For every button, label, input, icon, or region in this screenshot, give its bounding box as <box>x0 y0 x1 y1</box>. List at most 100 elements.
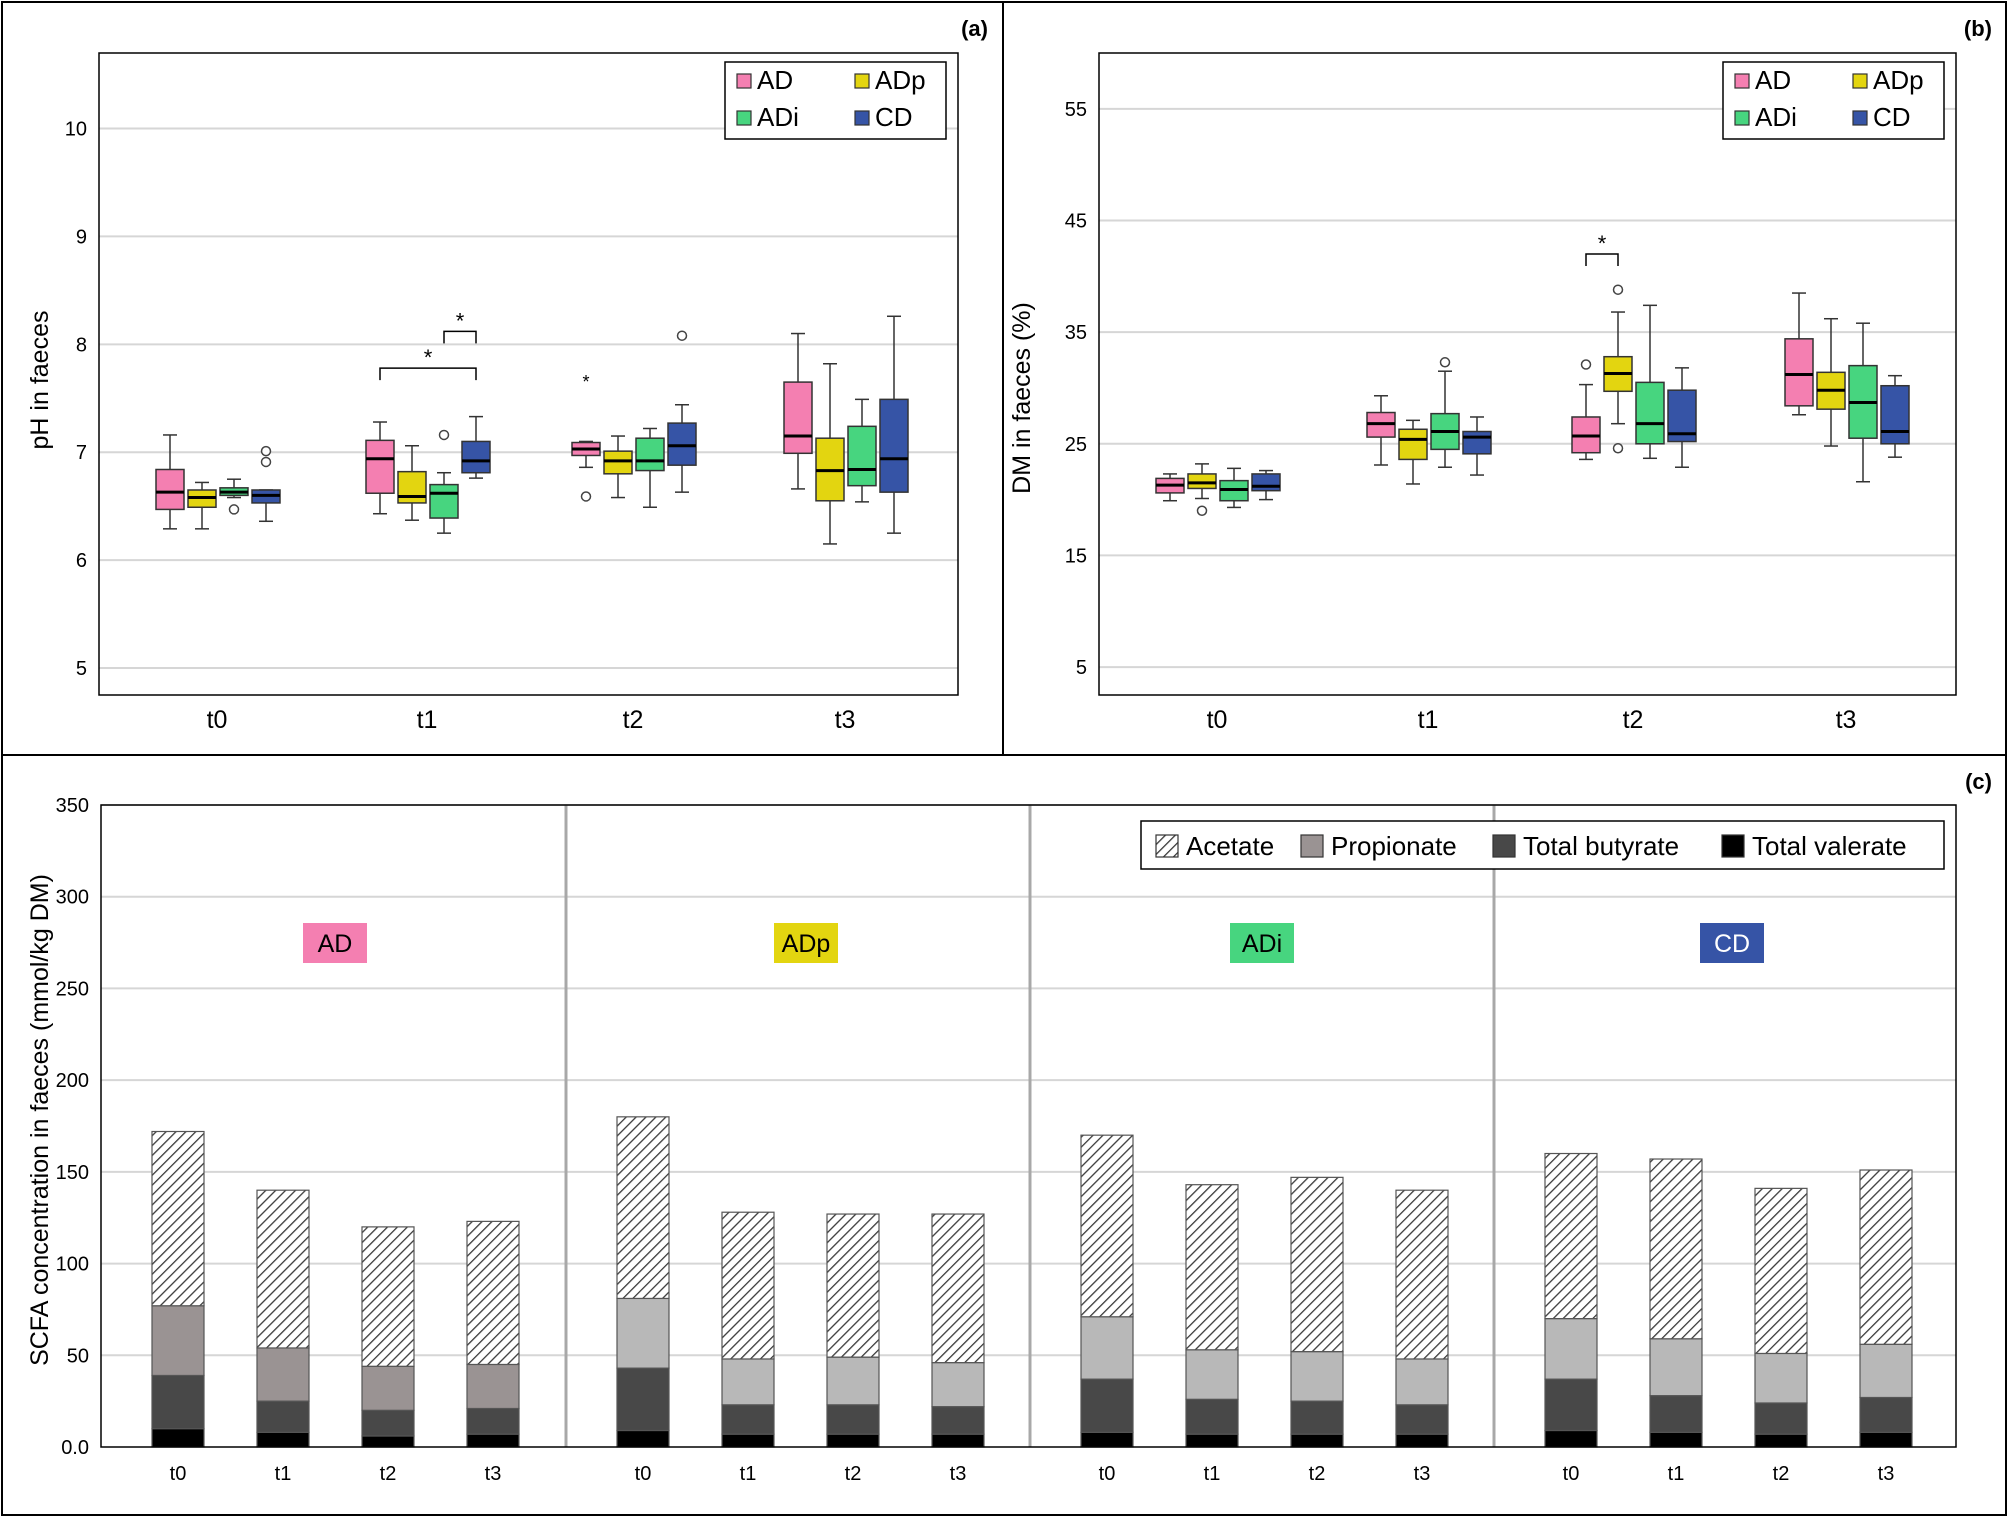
bar-segment-propionate <box>1544 1317 1598 1380</box>
bar-segment-propionate <box>931 1362 985 1408</box>
bar-segment-propionate <box>1185 1349 1239 1400</box>
outlier-point <box>260 456 272 468</box>
panel-b-boxes <box>1155 284 1910 517</box>
a-box-cd-t2 <box>667 330 697 493</box>
a-box-adi-t0 <box>219 478 249 515</box>
b-y-tick-label: 25 <box>1065 434 1087 456</box>
bar-segment-propionate <box>1290 1351 1344 1402</box>
bar-segment-acetate <box>1544 1152 1598 1320</box>
panel-a-legend: AD ADp ADi CD <box>724 61 947 140</box>
c-bar-adi-t1 <box>1185 1184 1239 1448</box>
panel-c-y-axis-title: SCFA concentration in faeces (mmol/kg DM… <box>26 874 54 1366</box>
b-legend-label-adi: ADi <box>1755 102 1797 132</box>
outlier-point <box>1196 505 1208 517</box>
c-legend-box <box>1140 820 1945 870</box>
c-group-label-cd: CD <box>1714 930 1750 958</box>
panel-a-x-ticks: t0 t1 t2 t3 <box>207 706 856 734</box>
b-box-adi-t3 <box>1848 322 1878 483</box>
b-x-tick-label: t2 <box>1623 706 1644 734</box>
bar-segment-total-valerate <box>466 1433 520 1448</box>
bar-segment-total-valerate <box>1754 1433 1808 1448</box>
c-x-tick-label: t1 <box>740 1463 757 1485</box>
c-group-label-adi: ADi <box>1242 930 1282 958</box>
bar-segment-propionate <box>616 1297 670 1369</box>
box-iqr <box>365 439 395 494</box>
bar-segment-acetate <box>361 1226 415 1367</box>
a-y-tick-label: 7 <box>76 442 87 464</box>
b-y-tick-label: 15 <box>1065 545 1087 567</box>
c-y-tick-label: 250 <box>56 978 89 1000</box>
c-x-tick-label: t0 <box>1099 1463 1116 1485</box>
c-legend-swatch-propionate <box>1300 834 1324 858</box>
b-y-tick-label: 45 <box>1065 210 1087 232</box>
bar-segment-propionate <box>721 1358 775 1406</box>
bar-segment-total-butyrate <box>1859 1396 1913 1433</box>
bar-segment-propionate <box>361 1365 415 1411</box>
c-bar-ad-t3 <box>466 1220 520 1448</box>
b-box-adi-t1 <box>1430 357 1460 468</box>
c-legend-label-propionate: Propionate <box>1331 831 1457 861</box>
panel-b-plot-frame <box>1098 52 1957 696</box>
panel-c-scfa-stacked-bars: (c) 0.0 50 100 150 200 250 300 350 AD ADp ADi CD t… <box>26 769 1992 1485</box>
a-box-cd-t0 <box>251 445 281 523</box>
a-legend-label-ad: AD <box>757 65 793 95</box>
bar-segment-total-valerate <box>361 1435 415 1448</box>
outlier-point <box>580 491 592 502</box>
bar-segment-acetate <box>616 1116 670 1300</box>
outlier-point <box>1612 284 1624 295</box>
a-y-tick-label: 5 <box>76 658 87 680</box>
c-x-tick-label: t3 <box>1414 1463 1431 1485</box>
bar-segment-total-butyrate <box>361 1409 415 1437</box>
outlier-point <box>228 504 240 515</box>
c-bar-cd-t0 <box>1544 1152 1598 1448</box>
b-y-tick-label: 55 <box>1065 99 1087 121</box>
b-x-tick-label: t3 <box>1836 706 1857 734</box>
c-legend-swatch-total-valerate <box>1721 834 1745 858</box>
box-iqr <box>1880 384 1910 445</box>
c-bar-ad-t1 <box>256 1189 310 1448</box>
panel-a-label: (a) <box>961 16 988 41</box>
bar-segment-total-butyrate <box>466 1407 520 1435</box>
c-y-tick-label: 50 <box>67 1345 89 1367</box>
significance-star: * <box>424 345 433 370</box>
b-y-tick-label: 35 <box>1065 322 1087 344</box>
bar-segment-acetate <box>931 1213 985 1364</box>
bar-segment-total-valerate <box>1544 1429 1598 1448</box>
c-x-tick-label: t2 <box>380 1463 397 1485</box>
c-bar-ad-t0 <box>151 1130 205 1448</box>
bar-segment-total-butyrate <box>1649 1395 1703 1433</box>
a-legend-swatch-ad <box>736 73 752 89</box>
panel-c-label: (c) <box>1965 769 1992 794</box>
c-legend-label-total-butyrate: Total butyrate <box>1523 831 1679 861</box>
b-box-adp-t0 <box>1187 463 1217 517</box>
a-box-adi-t2 <box>635 427 665 509</box>
b-legend-swatch-cd <box>1852 110 1868 126</box>
c-group-label-bg-cd <box>1700 923 1764 963</box>
panel-c-y-ticks: 0.0 50 100 150 200 250 300 350 <box>56 795 89 1459</box>
box-iqr <box>1635 381 1665 445</box>
bar-segment-propionate <box>1080 1316 1134 1380</box>
panel-a-gridlines <box>99 127 958 670</box>
a-legend-swatch-cd <box>854 110 870 126</box>
significance-bracket <box>379 367 477 381</box>
c-x-tick-label: t1 <box>1204 1463 1221 1485</box>
c-x-tick-label: t2 <box>1309 1463 1326 1485</box>
c-group-label-bg-ad <box>303 923 367 963</box>
b-box-cd-t2 <box>1667 367 1697 468</box>
bar-segment-total-valerate <box>826 1433 880 1448</box>
c-bar-cd-t3 <box>1859 1169 1913 1448</box>
outlier-point <box>260 445 272 457</box>
significance-bracket <box>1585 253 1619 266</box>
a-x-tick-label: t0 <box>207 706 228 734</box>
box-iqr <box>397 470 427 504</box>
b-box-ad-t2 <box>1571 359 1601 461</box>
bar-segment-total-valerate <box>931 1433 985 1448</box>
outlier-point <box>1612 442 1624 454</box>
box-iqr <box>429 483 459 519</box>
c-group-label-bg-adp <box>774 923 838 963</box>
b-box-adi-t0 <box>1219 467 1249 509</box>
bar-segment-acetate <box>1649 1158 1703 1340</box>
a-box-adi-t3 <box>847 398 877 503</box>
